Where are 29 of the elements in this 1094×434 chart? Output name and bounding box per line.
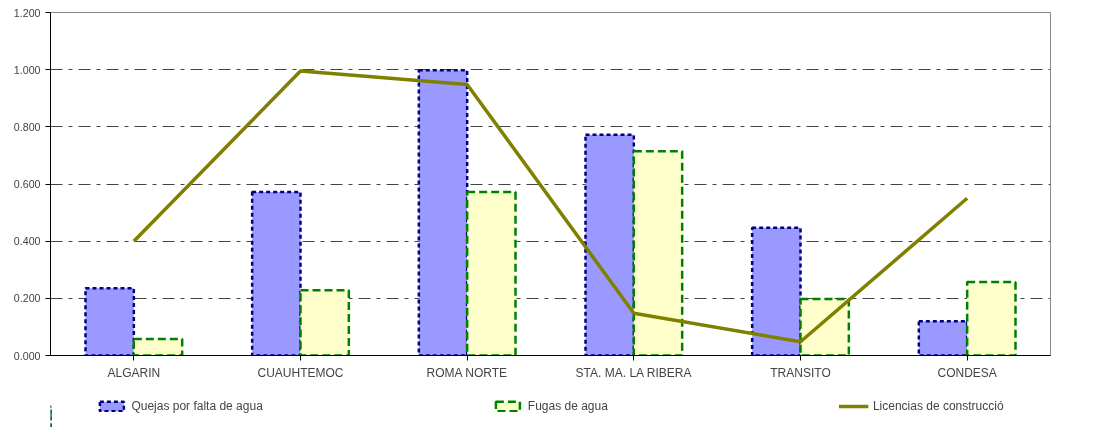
y-tick-label: 0.000 [13, 349, 41, 362]
y-tick-label: 0.800 [13, 120, 41, 133]
y-tick-label: 0.400 [13, 235, 41, 248]
bar [750, 226, 802, 356]
bar [799, 297, 851, 356]
bar [299, 289, 351, 356]
x-tick-label: TRANSITO [770, 365, 831, 380]
bar [84, 287, 136, 356]
legend-label: Licencias de construcció [872, 399, 1004, 413]
bar [417, 68, 469, 356]
x-tick-label: CONDESA [937, 365, 997, 380]
x-tick-label: ROMA NORTE [426, 365, 508, 380]
bar [965, 280, 1017, 356]
y-tick-label: 0.600 [13, 178, 41, 190]
y-tick-label: 1.200 [13, 6, 41, 19]
y-tick-label: 0.200 [13, 292, 41, 305]
x-tick-label: CUAUHTEMOC [257, 365, 344, 380]
y-tick-label: 1.000 [13, 63, 41, 76]
bar [584, 133, 636, 356]
bar [132, 337, 184, 356]
line-series [132, 69, 969, 344]
bar [917, 319, 969, 356]
bar [465, 190, 517, 356]
bar [250, 190, 302, 356]
x-tick-label: ALGARIN [107, 365, 161, 380]
x-tick-label: STA. MA. LA RIBERA [575, 365, 692, 380]
legend-label: Fugas de agua [527, 399, 608, 413]
bar [632, 149, 684, 356]
legend-label: Quejas por falta de agua [131, 399, 263, 413]
